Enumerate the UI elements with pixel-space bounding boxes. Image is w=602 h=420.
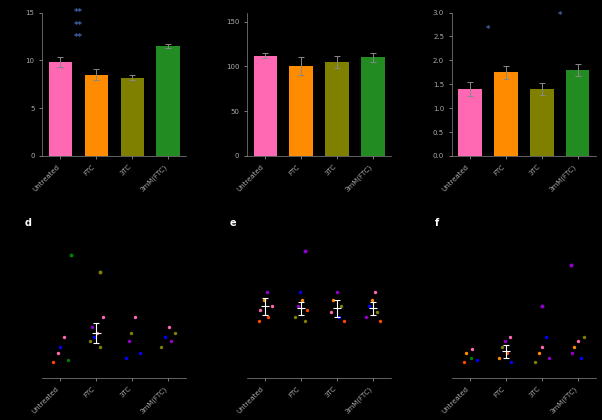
Point xyxy=(87,323,97,330)
Point xyxy=(53,350,63,357)
Bar xyxy=(85,75,108,156)
Point xyxy=(579,334,589,341)
Bar xyxy=(325,62,349,156)
Point xyxy=(472,356,482,363)
Bar xyxy=(530,89,553,156)
Point xyxy=(370,289,380,295)
Point xyxy=(157,344,166,351)
Text: *: * xyxy=(557,11,562,20)
Point xyxy=(541,334,550,341)
Point xyxy=(326,309,335,316)
Point xyxy=(462,350,471,357)
Point xyxy=(130,313,140,320)
Point xyxy=(98,313,108,320)
Bar xyxy=(566,70,589,156)
Point xyxy=(328,297,338,304)
Text: **: ** xyxy=(74,8,83,17)
Point xyxy=(494,354,504,361)
Point xyxy=(63,356,72,363)
Bar xyxy=(361,58,385,156)
Point xyxy=(290,313,300,320)
Point xyxy=(497,344,507,351)
Point xyxy=(48,358,58,365)
Point xyxy=(302,307,312,314)
Point xyxy=(300,248,309,255)
Point xyxy=(122,354,131,361)
Point xyxy=(59,334,69,341)
Point xyxy=(160,334,170,341)
Point xyxy=(55,344,65,351)
Point xyxy=(537,344,547,351)
Bar xyxy=(494,72,518,156)
Bar xyxy=(458,89,482,156)
Point xyxy=(256,307,265,314)
Text: e: e xyxy=(229,218,236,228)
Text: *: * xyxy=(486,25,490,34)
Point xyxy=(545,354,554,361)
Point xyxy=(293,303,302,310)
Point xyxy=(95,344,105,351)
Point xyxy=(124,338,134,344)
Text: **: ** xyxy=(74,21,83,30)
Point xyxy=(66,252,76,259)
Point xyxy=(506,358,516,365)
Point xyxy=(170,330,180,336)
Bar xyxy=(290,66,313,156)
Point xyxy=(459,358,468,365)
Point xyxy=(364,303,374,310)
Point xyxy=(295,289,305,295)
Text: c: c xyxy=(409,0,414,1)
Point xyxy=(361,313,371,320)
Point xyxy=(89,334,99,341)
Point xyxy=(466,354,476,361)
Text: f: f xyxy=(435,218,439,228)
Point xyxy=(300,318,309,324)
Point xyxy=(500,338,510,344)
Point xyxy=(504,334,514,341)
Point xyxy=(367,297,376,304)
Point xyxy=(374,318,384,324)
Point xyxy=(502,350,512,357)
Point xyxy=(566,262,576,269)
Point xyxy=(567,350,577,357)
Point xyxy=(262,289,272,295)
Point xyxy=(530,358,539,365)
Point xyxy=(339,318,349,324)
Point xyxy=(334,313,344,320)
Bar xyxy=(253,55,277,156)
Text: **: ** xyxy=(74,33,83,42)
Text: d: d xyxy=(25,218,32,228)
Point xyxy=(259,297,268,304)
Text: b: b xyxy=(203,0,211,1)
Point xyxy=(263,313,273,320)
Point xyxy=(372,309,382,316)
Point xyxy=(85,338,95,344)
Bar xyxy=(120,78,144,156)
Point xyxy=(255,318,264,324)
Point xyxy=(573,338,582,344)
Point xyxy=(92,330,102,336)
Point xyxy=(126,330,136,336)
Point xyxy=(336,303,346,310)
Point xyxy=(468,346,477,353)
Point xyxy=(95,268,105,275)
Point xyxy=(166,338,175,344)
Point xyxy=(535,350,544,357)
Point xyxy=(135,350,144,357)
Point xyxy=(537,303,547,310)
Point xyxy=(569,344,579,351)
Bar xyxy=(157,46,180,156)
Point xyxy=(267,303,276,310)
Point xyxy=(297,297,306,304)
Point xyxy=(332,289,341,295)
Text: a: a xyxy=(0,0,5,1)
Bar xyxy=(49,62,72,156)
Point xyxy=(577,354,586,361)
Point xyxy=(164,323,174,330)
